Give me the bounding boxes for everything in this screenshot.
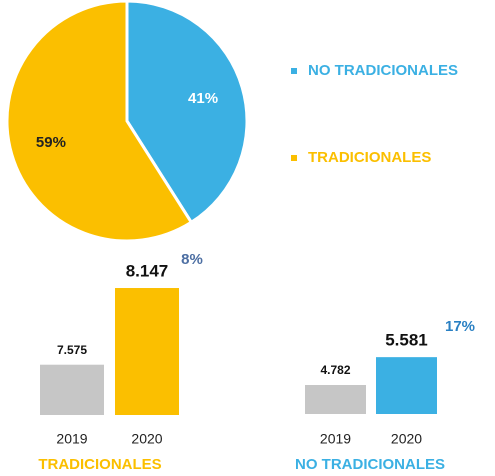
annotation: 8% (181, 251, 203, 268)
legend-marker (291, 155, 297, 161)
x-tick-label: 2019 (56, 431, 87, 447)
value-label: 7.575 (57, 343, 87, 357)
chart-title: TRADICIONALES (38, 456, 161, 473)
value-label: 5.581 (385, 331, 428, 350)
chart-title: NO TRADICIONALES (295, 456, 445, 473)
bar (305, 384, 366, 414)
pie-slice (5, 0, 194, 243)
x-tick-label: 2020 (131, 431, 162, 447)
value-label: 4.782 (320, 363, 350, 377)
slice-label: 41% (188, 90, 218, 107)
x-tick-label: 2019 (320, 431, 351, 447)
bar (115, 288, 179, 415)
slice-label: 59% (36, 134, 66, 151)
annotation: 17% (445, 318, 475, 335)
legend-label: TRADICIONALES (308, 149, 431, 166)
value-label: 8.147 (126, 262, 169, 281)
legend-marker (291, 68, 297, 74)
legend-label: NO TRADICIONALES (308, 62, 458, 79)
bar (40, 364, 104, 415)
bar (376, 357, 437, 414)
x-tick-label: 2020 (391, 431, 422, 447)
